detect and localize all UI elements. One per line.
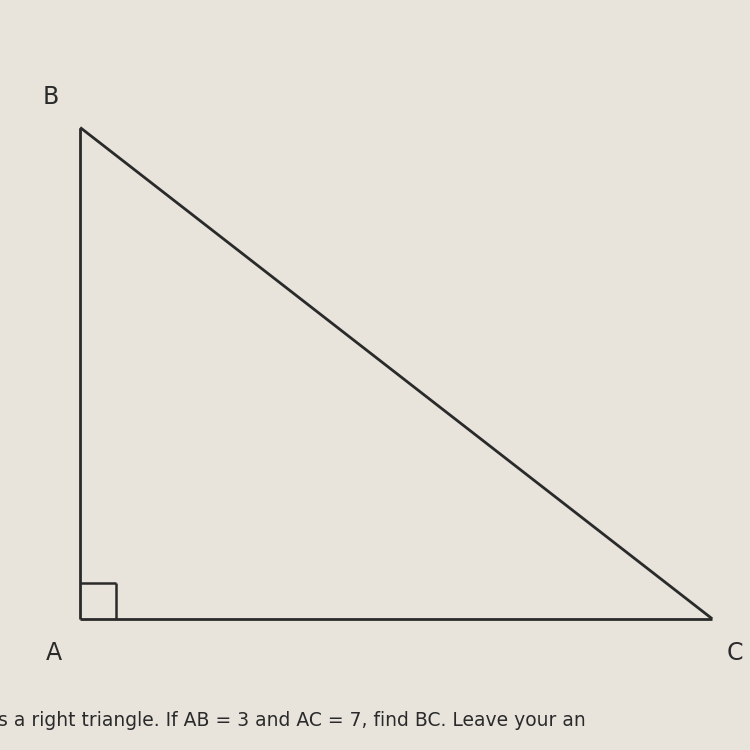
Text: B: B (42, 86, 58, 109)
Text: A: A (46, 640, 62, 664)
Text: s a right triangle. If AB = 3 and AC = 7, find BC. Leave your an: s a right triangle. If AB = 3 and AC = 7… (0, 710, 586, 730)
Text: C: C (726, 640, 742, 664)
